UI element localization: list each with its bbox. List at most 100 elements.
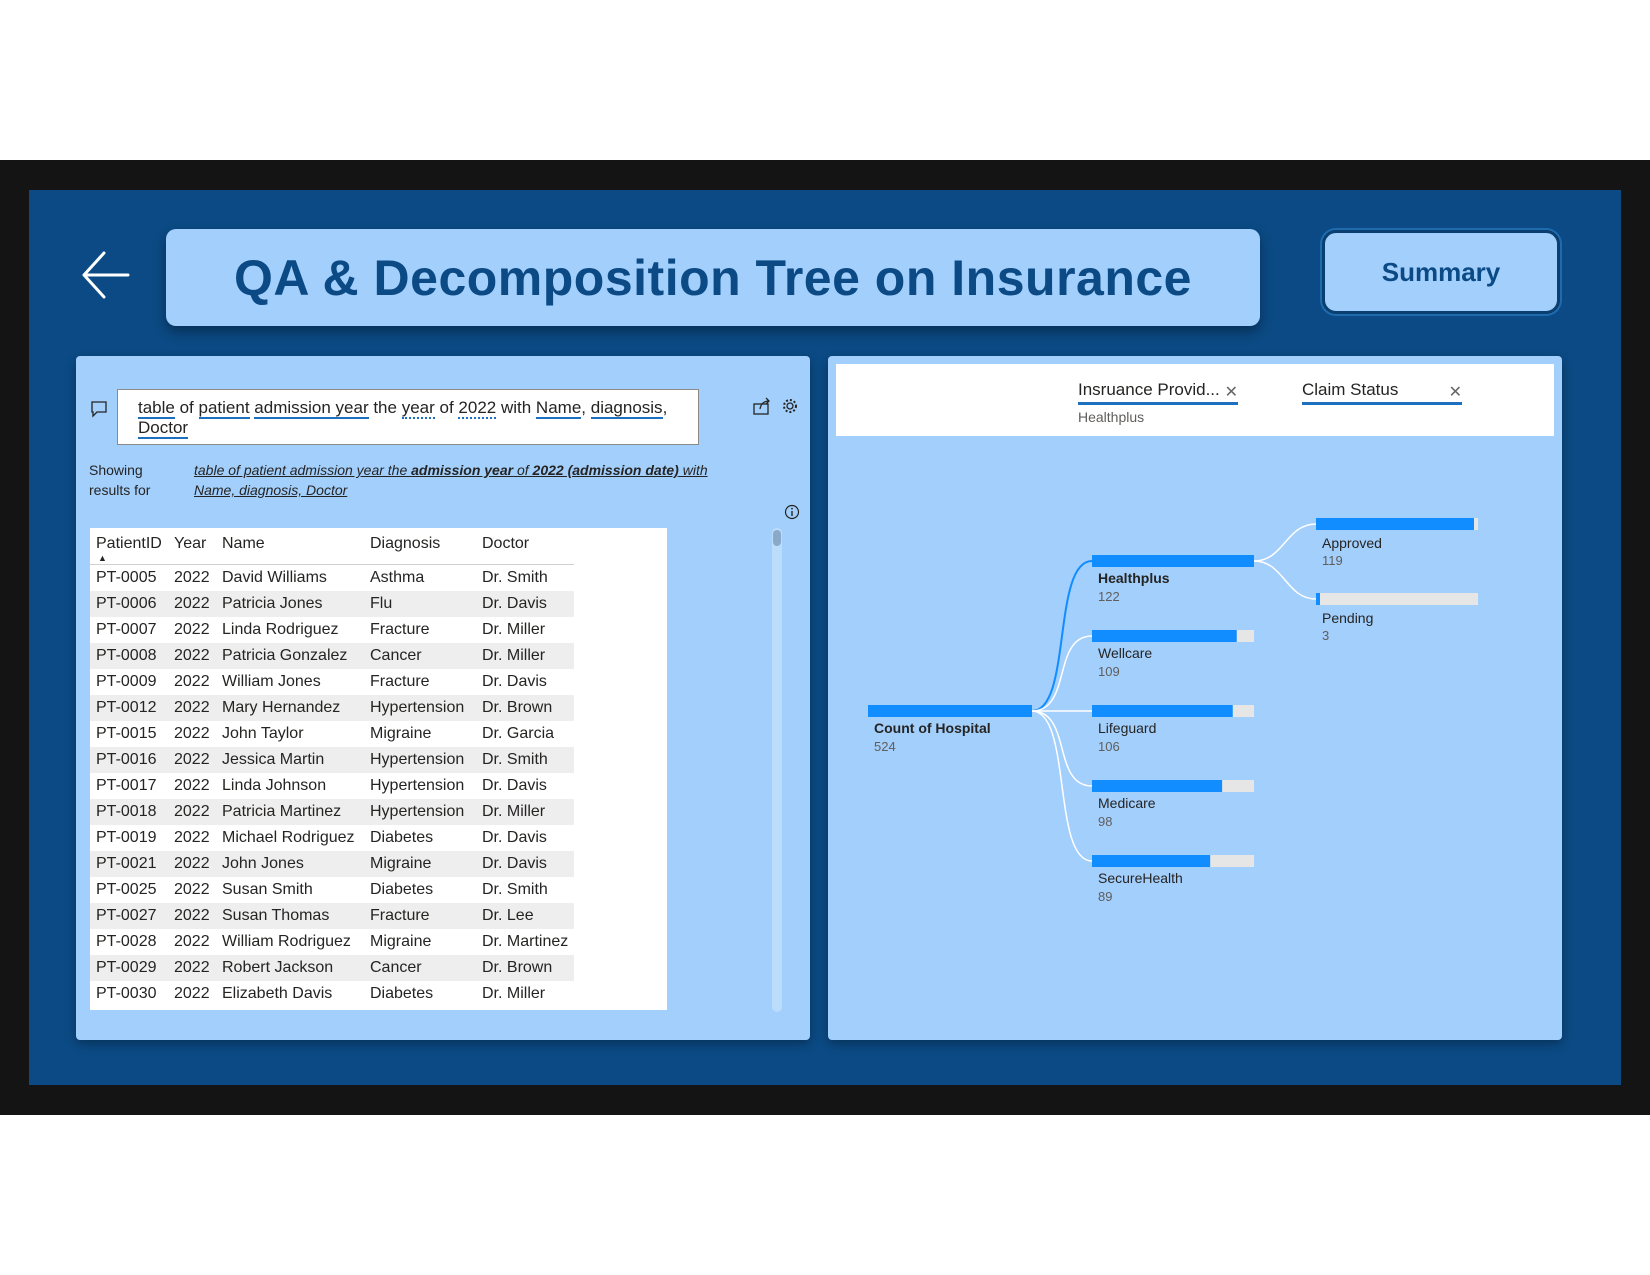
- settings-gear-icon[interactable]: [780, 396, 800, 416]
- table-row[interactable]: PT-0007 2022 Linda Rodriguez Fracture Dr. Mi…: [90, 617, 575, 643]
- table-cell: Diabetes: [364, 825, 476, 851]
- query-token: of: [434, 398, 459, 417]
- table-cell: Dr. Brown: [476, 695, 575, 721]
- column-header[interactable]: Doctor: [476, 528, 575, 565]
- table-cell: Dr. Smith: [476, 877, 575, 903]
- node-value: 109: [1098, 664, 1120, 679]
- scrollbar-thumb[interactable]: [773, 530, 781, 546]
- decomposition-tree-panel: Insruance Provid... ✕ Healthplus Claim S…: [828, 356, 1562, 1040]
- table-cell: 2022: [168, 721, 216, 747]
- node-bar-track: [1316, 593, 1478, 605]
- table-row[interactable]: PT-0008 2022 Patricia Gonzalez Cancer Dr. Mi…: [90, 643, 575, 669]
- table-row[interactable]: PT-0030 2022 Elizabeth Davis Diabetes Dr. Mi…: [90, 981, 575, 1007]
- table-cell: Hypertension: [364, 799, 476, 825]
- table-cell: 2022: [168, 591, 216, 617]
- interpreted-query-link[interactable]: table of patient admission year the admi…: [194, 460, 734, 500]
- table-cell: PT-0018: [90, 799, 168, 825]
- node-bar-pending[interactable]: [1316, 593, 1320, 605]
- column-header-label: Name: [222, 535, 265, 552]
- node-value: 122: [1098, 589, 1120, 604]
- node-label: Medicare: [1098, 795, 1156, 811]
- table-row[interactable]: PT-0012 2022 Mary Hernandez Hypertension Dr.…: [90, 695, 575, 721]
- table-row[interactable]: PT-0009 2022 William Jones Fracture Dr. Davi…: [90, 669, 575, 695]
- level-header-insurance-provider[interactable]: Insruance Provid... ✕ Healthplus: [1078, 380, 1238, 425]
- query-token: ,: [662, 398, 668, 417]
- table-cell: PT-0021: [90, 851, 168, 877]
- tree-connector: [1031, 635, 1093, 712]
- close-icon[interactable]: ✕: [1224, 384, 1238, 401]
- node-bar-healthplus[interactable]: [1092, 555, 1254, 567]
- table-header-row: PatientID ▲ Year Name Diagnosis Doctor: [90, 528, 575, 565]
- back-arrow-icon[interactable]: [78, 247, 134, 303]
- table-cell: PT-0015: [90, 721, 168, 747]
- tree-connector: [1253, 523, 1317, 562]
- tree-connector: [1031, 710, 1093, 862]
- node-bar-lifeguard[interactable]: [1092, 705, 1233, 717]
- node-value: 106: [1098, 739, 1120, 754]
- table-row[interactable]: PT-0006 2022 Patricia Jones Flu Dr. Davis: [90, 591, 575, 617]
- table-row[interactable]: PT-0021 2022 John Jones Migraine Dr. Davis: [90, 851, 575, 877]
- column-header-label: Diagnosis: [370, 535, 441, 552]
- node-bar-medicare[interactable]: [1092, 780, 1223, 792]
- query-token: 2022: [458, 398, 497, 419]
- column-header[interactable]: Year: [168, 528, 216, 565]
- table-cell: Dr. Miller: [476, 643, 575, 669]
- table-row[interactable]: PT-0029 2022 Robert Jackson Cancer Dr. Brown: [90, 955, 575, 981]
- sort-ascending-icon[interactable]: ▲: [98, 553, 107, 563]
- node-bar-approved[interactable]: [1316, 518, 1475, 530]
- table-cell: Dr. Davis: [476, 591, 575, 617]
- node-bar-securehealth[interactable]: [1092, 855, 1211, 867]
- query-token: Name: [535, 398, 582, 419]
- table-cell: 2022: [168, 564, 216, 591]
- table-row[interactable]: PT-0017 2022 Linda Johnson Hypertension Dr. …: [90, 773, 575, 799]
- table-cell: PT-0017: [90, 773, 168, 799]
- table-row[interactable]: PT-0018 2022 Patricia Martinez Hypertension…: [90, 799, 575, 825]
- close-icon[interactable]: ✕: [1448, 384, 1462, 401]
- table-cell: 2022: [168, 617, 216, 643]
- node-bar-wellcare[interactable]: [1092, 630, 1237, 642]
- table-scrollbar[interactable]: [772, 528, 782, 1012]
- chat-bubble-icon: [91, 401, 107, 418]
- table-cell: 2022: [168, 643, 216, 669]
- table-cell: Diabetes: [364, 981, 476, 1007]
- results-table-container: PatientID ▲ Year Name Diagnosis Doctor PT-000…: [90, 528, 667, 1010]
- tree-connector: [1031, 560, 1093, 712]
- share-icon[interactable]: [752, 396, 772, 416]
- summary-button[interactable]: Summary: [1322, 230, 1560, 314]
- table-cell: Dr. Martinez: [476, 929, 575, 955]
- table-row[interactable]: PT-0019 2022 Michael Rodriguez Diabetes Dr. …: [90, 825, 575, 851]
- qa-question-input[interactable]: table of patient admission year the year…: [117, 389, 699, 445]
- table-row[interactable]: PT-0016 2022 Jessica Martin Hypertension Dr.…: [90, 747, 575, 773]
- table-row[interactable]: PT-0025 2022 Susan Smith Diabetes Dr. Smith: [90, 877, 575, 903]
- node-label: Healthplus: [1098, 570, 1170, 586]
- table-cell: Patricia Martinez: [216, 799, 364, 825]
- table-cell: Dr. Davis: [476, 773, 575, 799]
- table-row[interactable]: PT-0015 2022 John Taylor Migraine Dr. Garcia: [90, 721, 575, 747]
- table-cell: 2022: [168, 877, 216, 903]
- interpreted-query-token: 2022 (admission date): [532, 462, 679, 478]
- table-body: PT-0005 2022 David Williams Asthma Dr. Smith…: [90, 564, 575, 1007]
- query-token: admission year: [254, 398, 369, 419]
- interpreted-query-token: with Name, diagnosis, Doctor: [194, 462, 708, 498]
- table-cell: Mary Hernandez: [216, 695, 364, 721]
- table-cell: PT-0005: [90, 564, 168, 591]
- table-cell: PT-0019: [90, 825, 168, 851]
- column-header[interactable]: PatientID ▲: [90, 528, 168, 565]
- column-header-label: Year: [174, 535, 207, 552]
- table-cell: 2022: [168, 851, 216, 877]
- root-bar[interactable]: [868, 705, 1032, 717]
- query-token: with: [496, 398, 536, 417]
- table-row[interactable]: PT-0028 2022 William Rodriguez Migraine Dr. …: [90, 929, 575, 955]
- column-header[interactable]: Diagnosis: [364, 528, 476, 565]
- table-cell: Linda Johnson: [216, 773, 364, 799]
- info-icon[interactable]: [784, 504, 800, 520]
- table-cell: 2022: [168, 825, 216, 851]
- column-header[interactable]: Name: [216, 528, 364, 565]
- table-row[interactable]: PT-0005 2022 David Williams Asthma Dr. Smith: [90, 564, 575, 591]
- page-title-box: QA & Decomposition Tree on Insurance: [166, 229, 1260, 326]
- query-token: patient: [198, 398, 250, 419]
- node-label: Approved: [1322, 535, 1382, 551]
- table-cell: Hypertension: [364, 747, 476, 773]
- level-header-claim-status[interactable]: Claim Status ✕: [1302, 380, 1462, 409]
- table-row[interactable]: PT-0027 2022 Susan Thomas Fracture Dr. Lee: [90, 903, 575, 929]
